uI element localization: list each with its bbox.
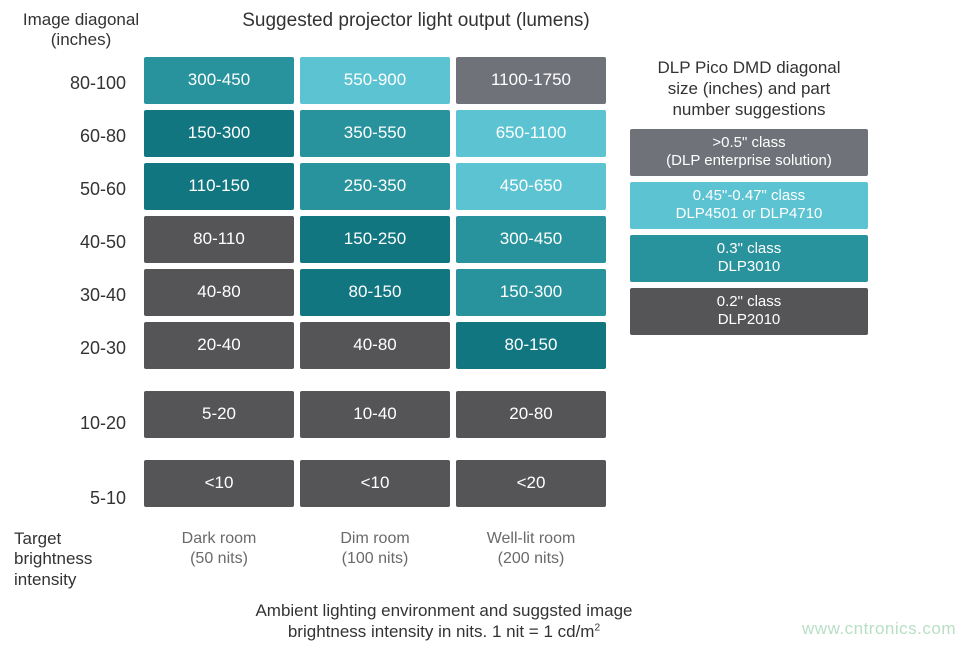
x-axis-title: Target brightness intensity: [14, 529, 144, 590]
heatmap-cell: 20-40: [144, 322, 294, 369]
heatmap-cell: 150-300: [144, 110, 294, 157]
footnote-l2b: 2: [594, 623, 600, 634]
figure-root: Image diagonal (inches) Suggested projec…: [0, 0, 976, 651]
legend-item: >0.5" class(DLP enterprise solution): [630, 129, 868, 176]
legend-title: DLP Pico DMD diagonal size (inches) and …: [630, 57, 868, 121]
heatmap-grid: 300-450550-9001100-1750150-300350-550650…: [144, 57, 606, 513]
x-tick-l1: Dim room: [340, 530, 409, 547]
watermark-text: www.cntronics.com: [802, 619, 956, 638]
heatmap-cell: 40-80: [300, 322, 450, 369]
y-tick-label: 10-20: [14, 397, 144, 450]
x-axis-labels: Dark room (50 nits) Dim room (100 nits) Well…: [144, 529, 606, 569]
legend-item-l2: DLP4501 or DLP4710: [676, 205, 823, 223]
y-axis-title: Image diagonal (inches): [16, 10, 146, 51]
y-tick-label: 40-50: [14, 216, 144, 269]
x-tick-l2: (100 nits): [342, 550, 409, 567]
x-axis-row: Target brightness intensity Dark room (50…: [14, 529, 962, 590]
heatmap-cell: 20-80: [456, 391, 606, 438]
legend-title-l2: size (inches) and part: [668, 79, 831, 98]
x-tick-label: Dim room (100 nits): [300, 529, 450, 569]
legend: DLP Pico DMD diagonal size (inches) and …: [630, 57, 868, 341]
heatmap-row: 40-8080-150150-300: [144, 269, 606, 316]
heatmap-cell: 150-300: [456, 269, 606, 316]
legend-item-l1: 0.45"-0.47" class: [693, 187, 805, 205]
legend-item-l1: 0.3" class: [717, 240, 782, 258]
x-tick-label: Well-lit room (200 nits): [456, 529, 606, 569]
x-tick-l1: Dark room: [182, 530, 257, 547]
y-axis-title-text: Image diagonal (inches): [23, 10, 139, 49]
title-row: Image diagonal (inches) Suggested projec…: [14, 10, 962, 51]
legend-items: >0.5" class(DLP enterprise solution) 0.45…: [630, 129, 868, 335]
heatmap-row: 300-450550-9001100-1750: [144, 57, 606, 104]
heatmap-cell: 10-40: [300, 391, 450, 438]
heatmap-wrap: 80-10060-8050-6040-5030-4020-30 10-20 5-10…: [14, 57, 606, 525]
chart-title-text: Suggested projector light output (lumens…: [242, 10, 589, 31]
heatmap-cell: 150-250: [300, 216, 450, 263]
heatmap-cell: 1100-1750: [456, 57, 606, 104]
y-axis-labels: 80-10060-8050-6040-5030-4020-30 10-20 5-10: [14, 57, 144, 525]
heatmap-cell: 300-450: [456, 216, 606, 263]
legend-title-l1: DLP Pico DMD diagonal: [658, 58, 841, 77]
y-tick-label: 5-10: [14, 472, 144, 525]
legend-item-l2: (DLP enterprise solution): [666, 152, 832, 170]
x-axis-title-text: Target brightness intensity: [14, 529, 92, 589]
x-tick-label: Dark room (50 nits): [144, 529, 294, 569]
heatmap-cell: 300-450: [144, 57, 294, 104]
heatmap-row: 150-300350-550650-1100: [144, 110, 606, 157]
heatmap-row: 5-2010-4020-80: [144, 391, 606, 438]
heatmap-cell: 40-80: [144, 269, 294, 316]
legend-item-l1: 0.2" class: [717, 293, 782, 311]
heatmap-cell: 550-900: [300, 57, 450, 104]
y-tick-label: 80-100: [14, 57, 144, 110]
heatmap-cell: 5-20: [144, 391, 294, 438]
y-tick-label: 20-30: [14, 322, 144, 375]
heatmap-cell: 350-550: [300, 110, 450, 157]
heatmap-row: 80-110150-250300-450: [144, 216, 606, 263]
chart-title: Suggested projector light output (lumens…: [186, 10, 646, 32]
heatmap-cell: 80-150: [456, 322, 606, 369]
legend-item: 0.2" classDLP2010: [630, 288, 868, 335]
heatmap-cell: <10: [144, 460, 294, 507]
legend-item-l1: >0.5" class: [712, 134, 785, 152]
legend-item-l2: DLP3010: [718, 258, 781, 276]
heatmap-cell: 450-650: [456, 163, 606, 210]
heatmap-row: 110-150250-350450-650: [144, 163, 606, 210]
y-tick-label: 50-60: [14, 163, 144, 216]
legend-title-l3: number suggestions: [672, 100, 825, 119]
main-row: 80-10060-8050-6040-5030-4020-30 10-20 5-10…: [14, 57, 962, 525]
heatmap-cell: 110-150: [144, 163, 294, 210]
heatmap-cell: 80-150: [300, 269, 450, 316]
y-tick-label: 30-40: [14, 269, 144, 322]
heatmap-row: 20-4040-8080-150: [144, 322, 606, 369]
legend-item: 0.45"-0.47" classDLP4501 or DLP4710: [630, 182, 868, 229]
x-tick-l2: (50 nits): [190, 550, 248, 567]
y-tick-label: 60-80: [14, 110, 144, 163]
heatmap-cell: <20: [456, 460, 606, 507]
heatmap-cell: <10: [300, 460, 450, 507]
legend-item: 0.3" classDLP3010: [630, 235, 868, 282]
heatmap-cell: 650-1100: [456, 110, 606, 157]
watermark: www.cntronics.com: [802, 619, 956, 639]
heatmap-cell: 80-110: [144, 216, 294, 263]
x-tick-l2: (200 nits): [498, 550, 565, 567]
legend-item-l2: DLP2010: [718, 311, 781, 329]
heatmap-row: <10<10<20: [144, 460, 606, 507]
footnote: Ambient lighting environment and suggste…: [144, 600, 744, 643]
x-tick-l1: Well-lit room: [487, 530, 576, 547]
footnote-l2a: brightness intensity in nits. 1 nit = 1 …: [288, 622, 595, 641]
heatmap-cell: 250-350: [300, 163, 450, 210]
footnote-l1: Ambient lighting environment and suggste…: [255, 601, 632, 620]
